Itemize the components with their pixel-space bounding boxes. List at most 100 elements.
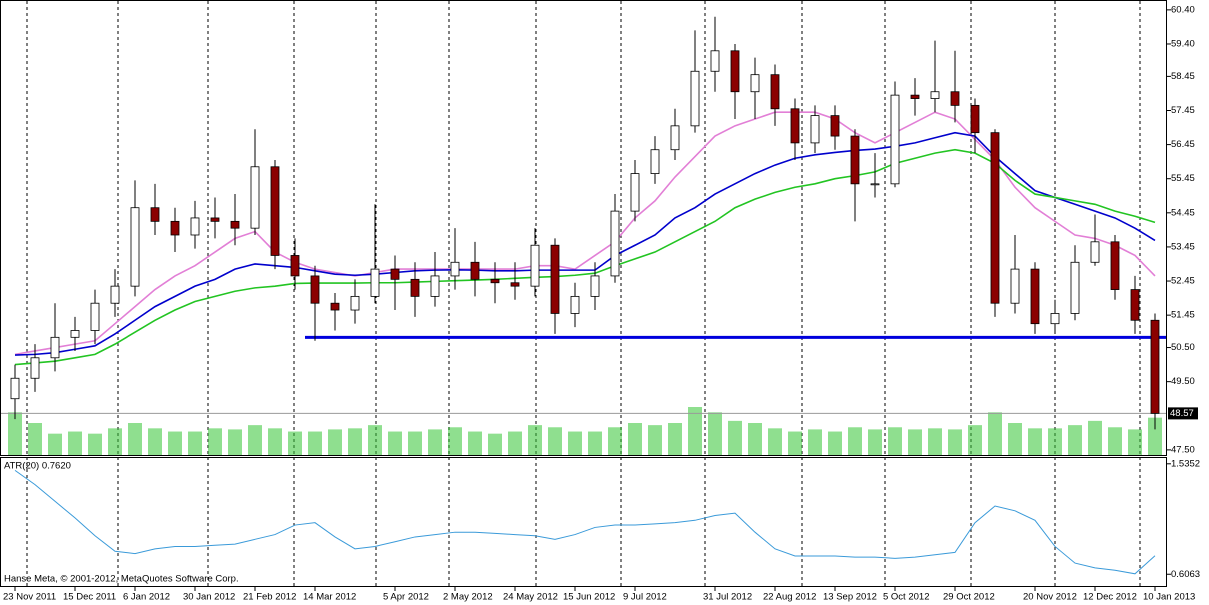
candle-body: [190, 217, 200, 236]
volume-bar: [628, 423, 642, 455]
candle-body: [1150, 319, 1160, 414]
candle-body: [1050, 313, 1060, 325]
volume-bar: [28, 423, 42, 455]
x-tick-label: 15 Dec 2011: [63, 592, 116, 603]
candle-body: [150, 207, 160, 222]
volume-bar: [728, 420, 742, 455]
x-tick-label: 14 Mar 2012: [303, 592, 356, 603]
atr-title: ATR(20) 0.7620: [4, 461, 71, 472]
volume-bar: [1148, 417, 1162, 455]
candle-body: [1030, 268, 1040, 325]
candle-body: [50, 336, 60, 359]
y-tick-label: 1.5352: [1171, 458, 1200, 469]
x-tick-label: 13 Sep 2012: [823, 592, 877, 603]
volume-bar: [788, 431, 802, 455]
candle-body: [1110, 241, 1120, 290]
candle-body: [950, 91, 960, 106]
candle-body: [350, 295, 360, 311]
candle-body: [890, 94, 900, 185]
volume-bar: [808, 429, 822, 455]
candle-body: [670, 125, 680, 151]
copyright: Hanse Meta, © 2001-2012, MetaQuotes Soft…: [4, 574, 239, 585]
candle-body: [570, 295, 580, 314]
volume-bar: [1088, 420, 1102, 455]
candle-body: [330, 302, 340, 311]
volume-bar: [388, 431, 402, 455]
candle-body: [10, 377, 20, 400]
volume-bar: [148, 428, 162, 455]
candle-body: [250, 166, 260, 229]
candle-body: [810, 115, 820, 144]
volume-bar: [208, 428, 222, 455]
volume-bar: [648, 425, 662, 455]
candle-body: [1130, 289, 1140, 321]
candle-body: [850, 135, 860, 185]
volume-bar: [708, 412, 722, 455]
price-pane-frame: [0, 0, 1167, 456]
x-tick-label: 12 Dec 2012: [1083, 592, 1137, 603]
volume-bar: [168, 431, 182, 455]
candle-body: [970, 104, 980, 134]
x-tick-label: 20 Nov 2012: [1023, 592, 1077, 603]
x-tick-label: 9 Jul 2012: [623, 592, 667, 603]
volume-bar: [608, 427, 622, 455]
volume-bar: [268, 428, 282, 455]
line-series: [14, 111, 1156, 356]
volume-bar: [488, 433, 502, 455]
volume-bar: [288, 431, 302, 455]
candle-body: [690, 70, 700, 127]
y-tick-label: 56.45: [1171, 139, 1195, 150]
candle-body: [510, 282, 520, 287]
volume-bar: [568, 431, 582, 455]
candle-body: [530, 244, 540, 287]
candle-body: [210, 217, 220, 222]
volume-bar: [328, 429, 342, 455]
candle-body: [30, 357, 40, 379]
candle-body: [170, 220, 180, 236]
candle-body: [310, 275, 320, 304]
x-tick-label: 29 Oct 2012: [943, 592, 995, 603]
last-price-label: 48.57: [1170, 408, 1194, 419]
volume-bar: [868, 429, 882, 455]
volume-bar: [1048, 428, 1062, 455]
y-tick-label: 58.45: [1171, 71, 1195, 82]
candle-body: [1010, 268, 1020, 304]
last-price-tag: [1168, 407, 1198, 420]
candle-body: [550, 244, 560, 314]
candle-body: [750, 74, 760, 93]
volume-bar: [68, 431, 82, 455]
x-tick-label: 24 May 2012: [503, 592, 558, 603]
volume-bar: [508, 431, 522, 455]
volume-bar: [668, 423, 682, 455]
candle-body: [910, 94, 920, 99]
line-series: [14, 131, 1156, 356]
candle-body: [110, 285, 120, 304]
candle-body: [270, 166, 280, 256]
candle-body: [730, 50, 740, 93]
y-tick-label: 55.45: [1171, 173, 1195, 184]
volume-bar: [308, 431, 322, 455]
volume-bar: [848, 427, 862, 455]
candle-body: [370, 268, 380, 297]
x-tick-label: 31 Jul 2012: [703, 592, 752, 603]
plot-layer: [0, 16, 1167, 575]
volume-bar: [368, 425, 382, 455]
volume-bar: [548, 427, 562, 455]
y-tick-label: 47.50: [1171, 444, 1195, 455]
x-tick-label: 2 May 2012: [443, 592, 493, 603]
candle-body: [410, 278, 420, 297]
volume-bar: [828, 431, 842, 455]
y-tick-label: 50.50: [1171, 342, 1195, 353]
y-tick-label: 59.40: [1171, 38, 1195, 49]
candle-body: [290, 255, 300, 277]
volume-bar: [948, 429, 962, 455]
volume-bar: [888, 427, 902, 455]
candle-body: [1070, 261, 1080, 314]
candle-body: [230, 220, 240, 229]
volume-bar: [448, 427, 462, 455]
volume-bar: [228, 429, 242, 455]
candle-body: [70, 330, 80, 338]
candle-body: [830, 115, 840, 137]
candle-body: [470, 261, 480, 280]
